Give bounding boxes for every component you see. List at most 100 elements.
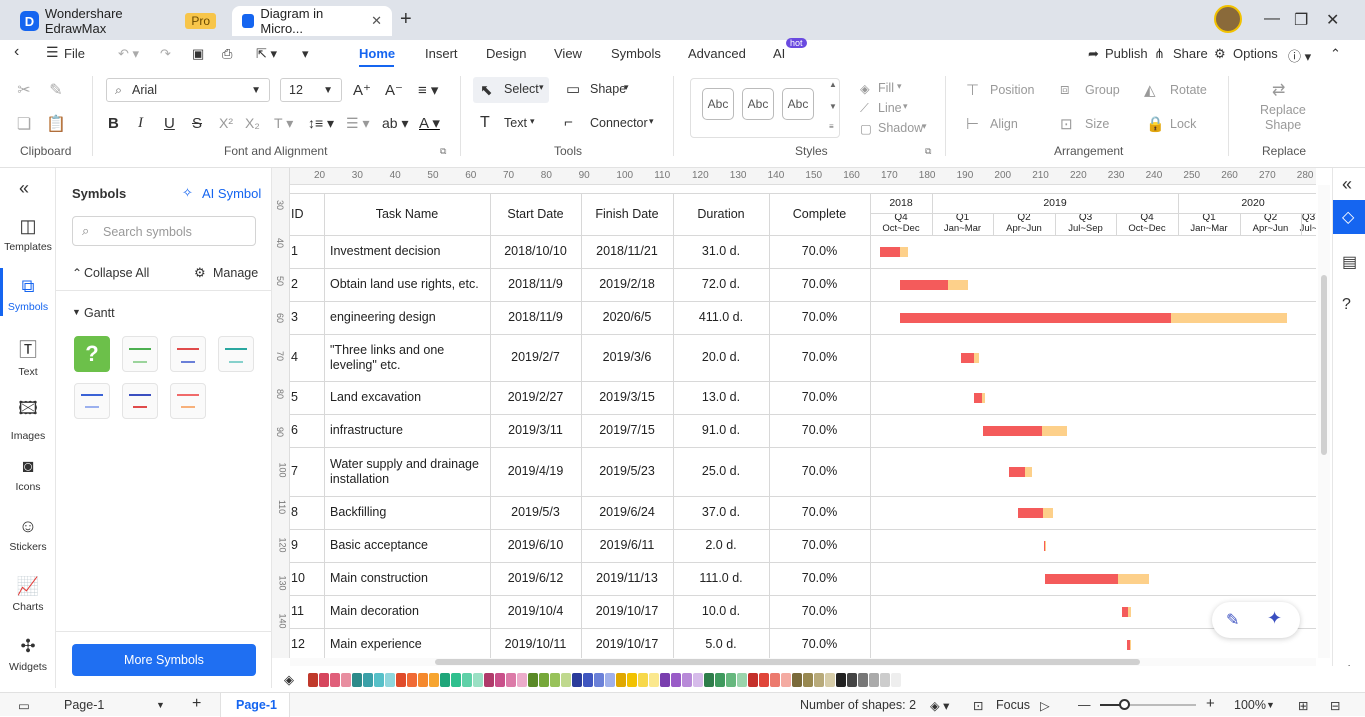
options-button[interactable]: Options [1233,46,1278,61]
search-symbols-input[interactable]: ⌕ Search symbols [72,216,256,246]
gantt-bar[interactable] [982,425,1068,436]
user-avatar[interactable] [1214,5,1242,33]
task-finish-cell[interactable]: 2020/6/5 [602,310,652,324]
task-start-cell[interactable]: 2018/11/9 [508,277,563,291]
group-icon[interactable]: ⧈ [1060,81,1070,98]
gantt-symbol-2[interactable] [122,336,158,372]
task-task-cell[interactable]: Backfilling [330,505,387,519]
publish-icon[interactable]: ➦ [1088,46,1099,61]
gantt-bar[interactable] [880,246,909,257]
format-panel-tab[interactable]: ◇ [1333,200,1365,234]
canvas[interactable]: ID Task Name Start Date Finish Date Duration… [290,185,1316,658]
task-complete-cell[interactable]: 70.0% [801,277,838,291]
zoom-slider[interactable] [1100,699,1196,710]
manage-button[interactable]: Manage [213,266,259,280]
options-gear-icon[interactable]: ⚙ [1214,46,1226,61]
color-swatch[interactable] [803,673,813,687]
shape-icon[interactable]: ▭ [566,81,581,98]
menu-view[interactable]: View [554,46,582,61]
task-complete-cell[interactable]: 70.0% [801,350,838,364]
menu-home[interactable]: Home [359,46,396,61]
task-complete-cell[interactable]: 70.0% [801,604,838,618]
fullscreen-icon[interactable]: ⊟ [1330,699,1341,713]
task-id-cell[interactable]: 4 [291,350,298,364]
color-swatch[interactable] [550,673,560,687]
color-swatch[interactable] [374,673,384,687]
task-start-cell[interactable]: 2019/3/11 [508,423,563,437]
task-task-cell[interactable]: Water supply and drainage installation [330,456,479,486]
page-tab-active[interactable]: Page-1 [220,693,290,717]
line-icon[interactable]: ⟋ [860,101,869,115]
gallery-up-icon[interactable]: ▲ [829,80,837,89]
page-properties-icon[interactable]: ▤ [1342,254,1358,271]
ai-tidy-icon[interactable]: ✎ [1226,612,1240,629]
color-swatch[interactable] [737,673,747,687]
help-icon[interactable]: ⓘ ▾ [1288,49,1312,64]
text-style-icon[interactable]: ab ▾ [382,115,409,131]
rail-text[interactable]: 🅃 Text [0,336,56,378]
color-swatch[interactable] [352,673,362,687]
color-swatch[interactable] [517,673,527,687]
task-finish-cell[interactable]: 2019/10/17 [595,637,659,651]
task-task-cell[interactable]: infrastructure [330,423,403,437]
task-duration-cell[interactable]: 31.0 d. [701,244,741,258]
task-start-cell[interactable]: 2019/6/12 [507,571,564,585]
select-tool[interactable] [473,77,549,103]
category-chevron-icon[interactable]: ▼ [72,307,81,317]
add-page-icon[interactable]: + [192,695,202,712]
rail-widgets[interactable]: ✣ Widgets [0,636,56,673]
task-finish-cell[interactable]: 2019/6/24 [599,505,655,519]
menu-ai[interactable]: AI [773,46,786,61]
color-swatch[interactable] [473,673,483,687]
color-swatch[interactable] [616,673,626,687]
task-start-cell[interactable]: 2019/10/4 [507,604,564,618]
page-layout-icon[interactable]: ▭ [18,699,30,713]
gantt-bar[interactable] [974,392,986,403]
fill-button[interactable]: Fill [878,81,894,95]
more-symbols-button[interactable]: More Symbols [72,644,256,676]
gantt-symbol-6[interactable] [122,383,158,419]
task-start-cell[interactable]: 2018/11/9 [508,310,563,324]
color-swatch[interactable] [627,673,637,687]
task-duration-cell[interactable]: 13.0 d. [701,390,741,404]
task-start-cell[interactable]: 2019/5/3 [511,505,560,519]
zoom-out-icon[interactable]: — [1078,698,1091,712]
task-id-cell[interactable]: 7 [291,464,298,478]
gantt-category-label[interactable]: Gantt [84,306,115,320]
color-swatch[interactable] [682,673,692,687]
gantt-chart[interactable]: ID Task Name Start Date Finish Date Duration… [290,193,1316,658]
color-swatch[interactable] [429,673,439,687]
rail-symbols[interactable]: ⧉ Symbols [0,276,56,313]
gallery-down-icon[interactable]: ▼ [829,102,837,111]
task-complete-cell[interactable]: 70.0% [801,505,838,519]
task-task-cell[interactable]: Investment decision [330,244,441,258]
color-swatch[interactable] [693,673,703,687]
align-button[interactable]: Align [990,117,1018,131]
task-duration-cell[interactable]: 91.0 d. [701,423,741,437]
publish-button[interactable]: Publish [1105,46,1148,61]
menu-advanced[interactable]: Advanced [688,46,746,61]
task-duration-cell[interactable]: 25.0 d. [701,464,741,478]
play-icon[interactable]: ▷ [1040,699,1050,713]
color-swatch[interactable] [649,673,659,687]
rail-images[interactable]: 🖾 Images [0,396,56,442]
color-swatch[interactable] [715,673,725,687]
zoom-slider-thumb[interactable] [1119,699,1130,710]
color-swatch[interactable] [341,673,351,687]
zoom-level[interactable]: 100% [1234,698,1266,712]
task-task-cell[interactable]: Land excavation [330,390,422,404]
task-id-cell[interactable]: 11 [291,604,304,618]
page-select[interactable]: Page-1 [64,698,105,712]
font-size-select[interactable]: 12 ▼ [280,78,342,102]
position-icon[interactable]: ⊤ [966,82,980,99]
gantt-symbol-5[interactable] [74,383,110,419]
rail-icons[interactable]: ◙ Icons [0,456,56,493]
task-duration-cell[interactable]: 72.0 d. [701,277,741,291]
color-swatch[interactable] [396,673,406,687]
task-complete-cell[interactable]: 70.0% [801,390,838,404]
task-duration-cell[interactable]: 10.0 d. [701,604,741,618]
task-complete-cell[interactable]: 70.0% [801,464,838,478]
collapse-panel-icon[interactable]: « [19,178,30,198]
color-swatch[interactable] [594,673,604,687]
focus-icon[interactable]: ⊡ [973,699,984,713]
